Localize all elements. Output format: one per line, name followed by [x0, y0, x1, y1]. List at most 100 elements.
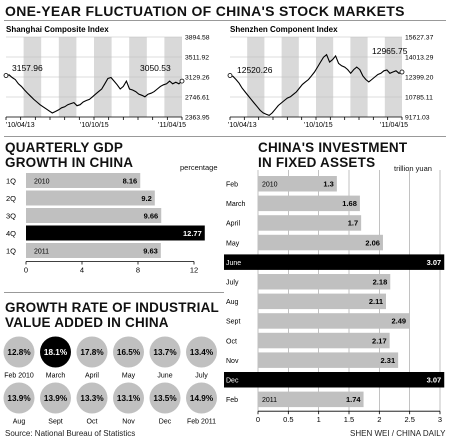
investment-value-label: 1.3: [323, 180, 333, 189]
investment-value-label: 1.7: [348, 219, 358, 228]
investment-x-tick-label: 1: [317, 415, 321, 424]
shanghai-series-line: [5, 74, 183, 114]
shanghai-xlabel-mid: '10/10/15: [80, 122, 109, 129]
investment-bar: [258, 234, 383, 251]
investment-unit: trillion yuan: [394, 164, 432, 173]
industrial-circle: [3, 336, 35, 368]
industrial-month-label: Nov: [122, 419, 135, 426]
industrial-circle: [40, 336, 71, 368]
industrial-circle: [149, 336, 181, 368]
investment-bar: [258, 176, 337, 192]
industrial-month-label: Aug: [13, 419, 26, 426]
investment-value-label: 3.07: [427, 258, 442, 267]
investment-value-label: 3.07: [427, 376, 442, 385]
investment-bar: [258, 332, 390, 349]
title-rule: [4, 20, 446, 21]
shanghai-ytick-label: 3894.58: [185, 35, 210, 42]
investment-value-label: 2.06: [365, 238, 380, 247]
investment-x-tick-label: 0.5: [283, 415, 293, 424]
shanghai-chart: Shanghai Composite Index 3157.96 3050.53…: [3, 25, 210, 129]
investment-x-tick-label: 3: [438, 415, 442, 424]
shanghai-start-marker: [3, 73, 9, 78]
industrial-value-label: 13.7%: [153, 348, 177, 357]
investment-value-label: 1.74: [346, 395, 361, 404]
gdp-value-label: 9.63: [143, 247, 158, 256]
shenzhen-xlabel-mid: '10/10/15: [304, 122, 333, 129]
shanghai-title: Shanghai Composite Index: [6, 25, 109, 34]
investment-category-label: April: [226, 221, 240, 228]
industrial-value-label: 17.8%: [80, 348, 104, 357]
investment-value-label: 2.11: [369, 297, 383, 306]
gdp-value-label: 8.16: [123, 177, 138, 186]
industrial-month-label: Feb 2011: [187, 419, 216, 426]
industrial-value-label: 13.9%: [44, 394, 68, 403]
industrial-month-label: Sept: [48, 419, 62, 426]
investment-bar: [258, 313, 410, 329]
investment-x-tick-label: 0: [256, 415, 260, 424]
shenzhen-title: Shenzhen Component Index: [230, 25, 338, 34]
gdp-year-label-2010: 2010: [34, 179, 50, 186]
industrial-month-label: Oct: [87, 419, 98, 426]
investment-bar: [224, 254, 445, 270]
industrial-value-label: 13.5%: [153, 394, 177, 403]
investment-category-label: Feb: [226, 397, 238, 404]
gdp-category-label: 4Q: [6, 229, 16, 238]
investment-bar: [224, 372, 445, 388]
industrial-value-label: 12.8%: [7, 348, 31, 357]
gdp-category-label: 3Q: [6, 212, 16, 221]
investment-value-label: 2.31: [381, 356, 396, 365]
shanghai-end-annotation: 3050.53: [140, 63, 171, 73]
investment-bar: [258, 391, 364, 408]
shenzhen-start-annotation: 12520.26: [237, 65, 273, 75]
investment-category-label: March: [226, 201, 246, 208]
gdp-bar: [26, 225, 205, 241]
shanghai-ytick-label: 3129.26: [185, 75, 210, 82]
investment-bar: [258, 293, 387, 310]
investment-category-label: Oct: [226, 338, 237, 345]
investment-x-tick-label: 1.5: [344, 415, 354, 424]
shenzhen-ytick-label: 15627.37: [405, 35, 434, 42]
shenzhen-ytick-label: 12399.20: [405, 75, 434, 82]
industrial-value-label: 13.1%: [117, 394, 141, 403]
investment-value-label: 2.18: [373, 278, 388, 287]
shenzhen-series-line: [229, 53, 403, 117]
investment-category-label: Nov: [226, 358, 239, 365]
gdp-value-label: 12.77: [183, 229, 202, 238]
industrial-circle: [40, 382, 71, 414]
industrial-value-label: 14.9%: [190, 394, 214, 403]
shenzhen-end-marker: [399, 69, 405, 75]
investment-x-tick-label: 2: [377, 415, 381, 424]
investment-category-label: Aug: [226, 299, 239, 306]
source-note: Source: National Bureau of Statistics: [5, 429, 136, 438]
investment-category-label: June: [226, 260, 241, 267]
industrial-value-label: 13.3%: [80, 394, 104, 403]
page-title: ONE-YEAR FLUCTUATION OF CHINA'S STOCK MA…: [5, 3, 405, 19]
industrial-month-label: April: [85, 373, 99, 380]
investment-bar: [258, 274, 391, 290]
shanghai-ytick-label: 2746.61: [185, 94, 210, 101]
industrial-circle: [3, 382, 35, 414]
shanghai-ytick-label: 3511.92: [185, 55, 209, 62]
industrial-value-label: 13.9%: [7, 394, 31, 403]
gdp-bar: [26, 190, 155, 206]
gdp-year-label-2011: 2011: [34, 249, 49, 256]
investment-year-label-2011: 2011: [262, 397, 277, 404]
gdp-title: QUARTERLY GDP GROWTH IN CHINA: [5, 140, 134, 170]
shenzhen-ytick-label: 14013.29: [405, 54, 434, 61]
gdp-unit: percentage: [180, 163, 218, 172]
investment-bar-chart: Feb 1.3 March 1.68 April 1.7 May 2.06 June 3.07 Ju…: [224, 170, 445, 424]
gdp-value-label: 9.2: [141, 194, 151, 203]
shanghai-end-marker: [179, 78, 185, 84]
industrial-month-label: Feb 2010: [4, 373, 34, 380]
industrial-value-label: 18.1%: [44, 348, 68, 357]
shenzhen-end-annotation: 12965.75: [372, 46, 408, 56]
investment-category-label: July: [226, 280, 239, 287]
industrial-month-label: May: [122, 373, 136, 380]
gdp-x-tick-label: 8: [136, 266, 140, 275]
industrial-circles: 12.8% Feb 2010 18.1% March 17.8% April 16.5% Ma…: [3, 336, 217, 426]
shenzhen-start-marker: [227, 73, 233, 78]
gdp-bar: [26, 208, 162, 223]
investment-title: CHINA'S INVESTMENT IN FIXED ASSETS: [258, 140, 408, 170]
investment-bar: [258, 195, 360, 212]
credit-note: SHEN WEI / CHINA DAILY: [350, 429, 446, 438]
